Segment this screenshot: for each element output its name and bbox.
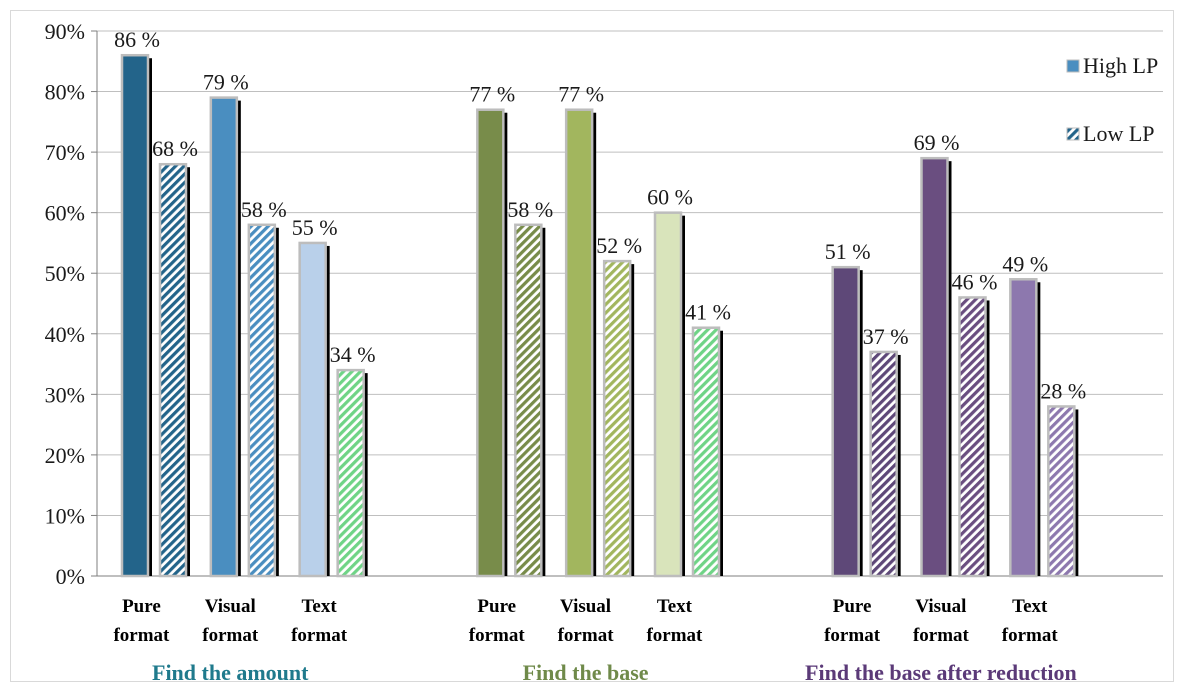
group-label: Find the base after reduction: [805, 660, 1077, 684]
bar-low-lp: [247, 223, 277, 578]
category-label: format: [469, 625, 526, 646]
bar-low-lp: [602, 259, 632, 578]
data-label-high-lp: 69 %: [914, 130, 960, 155]
bar-low-lp: [958, 296, 987, 578]
data-label-high-lp: 60 %: [647, 185, 693, 210]
data-labels: 86 %68 %79 %58 %55 %34 %77 %58 %77 %52 %…: [114, 27, 1086, 403]
bar-low-lp: [869, 350, 898, 578]
category-label: Pure: [833, 596, 872, 617]
data-label-high-lp: 79 %: [203, 70, 249, 95]
group-label: Find the amount: [152, 660, 309, 684]
category-label: format: [558, 625, 615, 646]
bar-high-lp: [564, 108, 594, 578]
bar-low-lp: [1047, 405, 1076, 578]
bar-low-lp: [514, 223, 543, 578]
y-tick-label: 20%: [45, 443, 85, 468]
category-label: format: [113, 625, 170, 646]
y-tick-label: 40%: [45, 322, 85, 347]
bar-low-lp: [158, 162, 188, 578]
category-labels: Pure format Visual format Text format Pure form…: [113, 596, 1076, 684]
bar-low-lp: [691, 326, 721, 578]
y-tick-label: 60%: [45, 201, 85, 226]
data-label-low-lp: 34 %: [330, 342, 376, 367]
data-label-high-lp: 49 %: [1002, 251, 1048, 276]
data-label-low-lp: 46 %: [952, 269, 998, 294]
legend-swatch: [1066, 59, 1080, 73]
bar-high-lp: [920, 156, 949, 578]
data-label-low-lp: 37 %: [863, 324, 909, 349]
category-label: format: [646, 625, 703, 646]
category-label: Visual: [915, 596, 966, 617]
bar-high-lp: [209, 96, 239, 578]
data-label-high-lp: 51 %: [825, 239, 871, 264]
category-label: format: [291, 625, 348, 646]
data-label-low-lp: 68 %: [152, 136, 198, 161]
bar-high-lp: [653, 211, 683, 578]
bar-high-lp: [476, 108, 505, 578]
y-tick-label: 80%: [45, 80, 85, 105]
category-label: Text: [657, 596, 693, 617]
y-tick-label: 10%: [45, 503, 85, 528]
legend: High LP Low LP: [1066, 53, 1158, 146]
data-label-low-lp: 58 %: [241, 197, 287, 222]
data-label-high-lp: 77 %: [469, 82, 515, 107]
category-label: Visual: [205, 596, 256, 617]
category-label: Pure: [122, 596, 161, 617]
data-label-high-lp: 77 %: [558, 82, 604, 107]
group-label: Find the base: [523, 660, 649, 684]
category-label: Pure: [477, 596, 516, 617]
category-label: Text: [1012, 596, 1048, 617]
data-label-low-lp: 28 %: [1040, 378, 1086, 403]
data-label-low-lp: 52 %: [596, 233, 642, 258]
y-tick-label: 0%: [56, 564, 85, 589]
bar-low-lp: [336, 368, 365, 578]
category-label: format: [824, 625, 881, 646]
bar-high-lp: [831, 265, 860, 578]
legend-label: High LP: [1083, 53, 1158, 78]
category-label: format: [1002, 625, 1059, 646]
legend-swatch: [1066, 127, 1080, 141]
bar-high-lp: [120, 53, 150, 578]
category-label: format: [202, 625, 259, 646]
category-label: format: [913, 625, 970, 646]
category-label: Text: [301, 596, 337, 617]
bars: [120, 53, 1079, 578]
y-tick-label: 30%: [45, 382, 85, 407]
legend-label: Low LP: [1083, 121, 1155, 146]
data-label-low-lp: 58 %: [507, 197, 553, 222]
bar-high-lp: [1009, 278, 1038, 578]
y-tick-label: 50%: [45, 261, 85, 286]
data-label-high-lp: 55 %: [292, 215, 338, 240]
y-tick-label: 70%: [45, 140, 85, 165]
y-tick-label: 90%: [45, 19, 85, 44]
y-axis: 0% 10% 20% 30% 40% 50% 60% 70% 80% 90%: [45, 19, 1163, 589]
bar-high-lp: [298, 241, 327, 578]
data-label-low-lp: 41 %: [685, 300, 731, 325]
data-label-high-lp: 86 %: [114, 27, 160, 52]
category-label: Visual: [560, 596, 611, 617]
